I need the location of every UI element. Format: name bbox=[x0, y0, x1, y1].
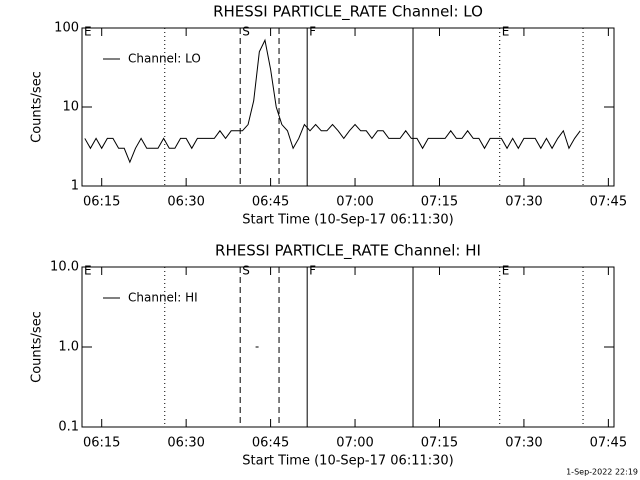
event-label: E bbox=[84, 25, 92, 39]
event-label: E bbox=[84, 264, 92, 278]
x-tick-label: 06:45 bbox=[252, 436, 289, 451]
x-tick-label: 07:30 bbox=[505, 195, 542, 210]
x-tick-label: 07:15 bbox=[421, 195, 458, 210]
chart-title: RHESSI PARTICLE_RATE Channel: HI bbox=[215, 242, 481, 261]
y-tick-label: 100 bbox=[54, 21, 79, 36]
y-axis-label: Counts/sec bbox=[30, 311, 45, 383]
y-tick-label: 10 bbox=[62, 100, 79, 115]
x-axis-label: Start Time (10-Sep-17 06:11:30) bbox=[242, 454, 453, 469]
x-tick-label: 07:45 bbox=[590, 436, 627, 451]
event-label: F bbox=[309, 264, 316, 278]
y-tick-label: 10.0 bbox=[50, 260, 79, 275]
x-tick-label: 06:45 bbox=[252, 195, 289, 210]
event-label: E bbox=[502, 264, 510, 278]
chart-title: RHESSI PARTICLE_RATE Channel: LO bbox=[213, 3, 483, 22]
event-label: S bbox=[242, 25, 250, 39]
event-label: E bbox=[502, 25, 510, 39]
event-label: S bbox=[242, 264, 250, 278]
x-tick-label: 06:30 bbox=[167, 195, 204, 210]
footer: 1-Sep-2022 22:19 bbox=[566, 468, 638, 477]
y-tick-label: 1 bbox=[71, 179, 79, 194]
y-tick-label: 0.1 bbox=[58, 420, 79, 435]
x-axis-label: Start Time (10-Sep-17 06:11:30) bbox=[242, 213, 453, 228]
data-line bbox=[84, 38, 581, 164]
x-tick-label: 06:15 bbox=[83, 436, 120, 451]
y-tick-label: 1.0 bbox=[58, 340, 79, 355]
legend-label: Channel: HI bbox=[128, 291, 198, 305]
x-tick-label: 07:45 bbox=[590, 195, 627, 210]
x-tick-label: 07:00 bbox=[336, 436, 373, 451]
x-tick-label: 07:30 bbox=[505, 436, 542, 451]
event-label: F bbox=[309, 25, 316, 39]
x-tick-label: 07:15 bbox=[421, 436, 458, 451]
legend-label: Channel: LO bbox=[128, 52, 201, 66]
x-tick-label: 06:15 bbox=[83, 195, 120, 210]
x-tick-label: 07:00 bbox=[336, 195, 373, 210]
x-tick-label: 06:30 bbox=[167, 436, 204, 451]
y-axis-label: Counts/sec bbox=[30, 71, 45, 143]
